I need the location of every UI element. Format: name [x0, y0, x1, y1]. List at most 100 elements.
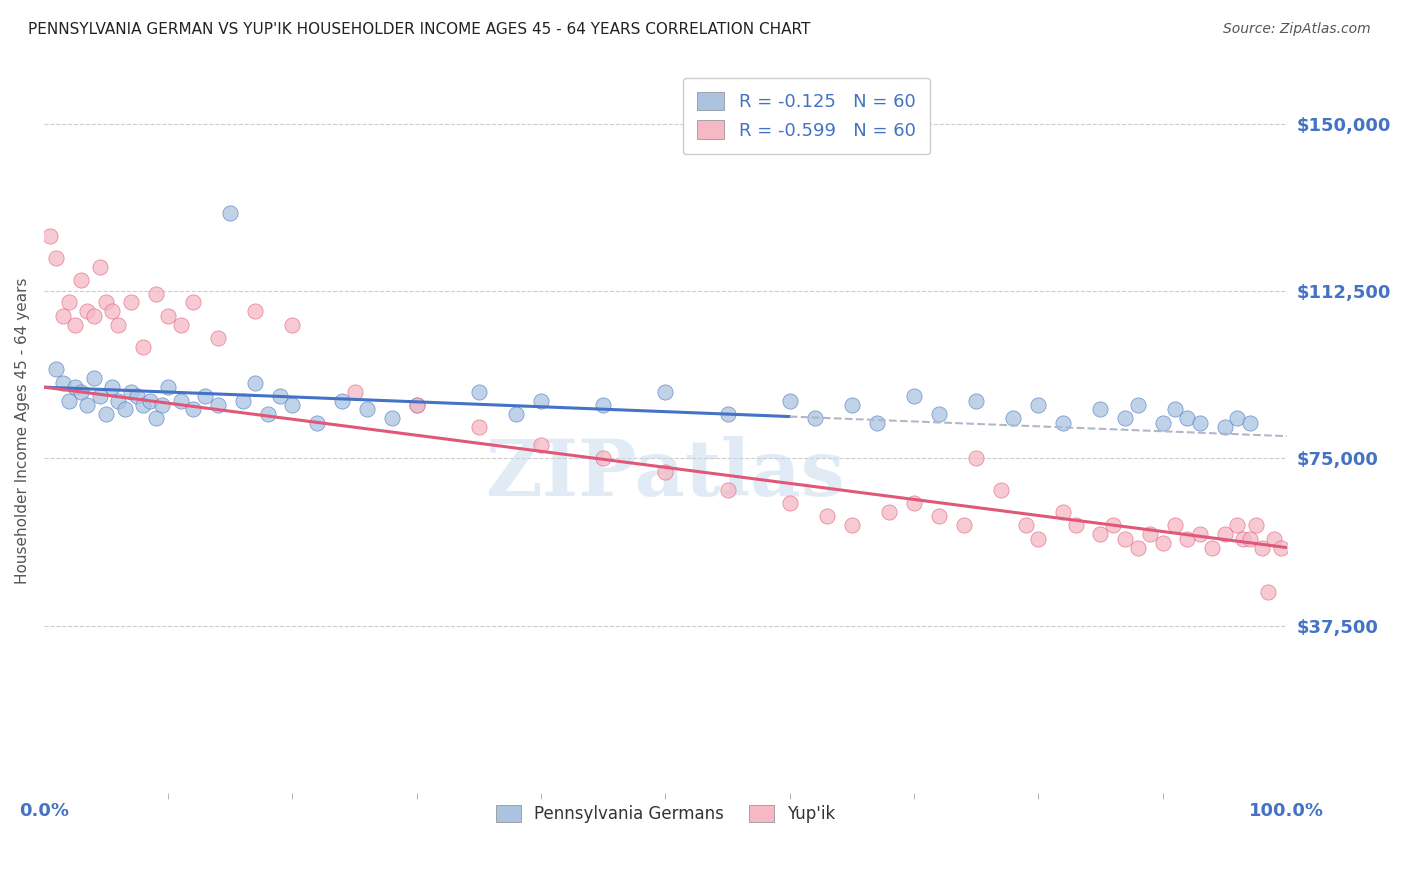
- Point: [1126, 398, 1149, 412]
- Point: [592, 451, 614, 466]
- Point: [219, 206, 242, 220]
- Point: [281, 318, 304, 332]
- Point: [1257, 585, 1279, 599]
- Point: [1270, 541, 1292, 555]
- Point: [654, 465, 676, 479]
- Point: [232, 393, 254, 408]
- Point: [94, 407, 117, 421]
- Point: [181, 295, 204, 310]
- Point: [39, 228, 62, 243]
- Text: ZIPatlas: ZIPatlas: [485, 436, 845, 512]
- Point: [94, 295, 117, 310]
- Point: [405, 398, 427, 412]
- Point: [928, 509, 950, 524]
- Point: [1164, 402, 1187, 417]
- Point: [45, 251, 67, 265]
- Point: [58, 295, 80, 310]
- Point: [803, 411, 825, 425]
- Point: [1213, 420, 1236, 434]
- Point: [150, 398, 173, 412]
- Point: [965, 393, 987, 408]
- Point: [63, 318, 86, 332]
- Point: [181, 402, 204, 417]
- Point: [903, 496, 925, 510]
- Point: [76, 304, 98, 318]
- Point: [654, 384, 676, 399]
- Point: [70, 384, 93, 399]
- Point: [779, 496, 801, 510]
- Point: [245, 304, 267, 318]
- Point: [1002, 411, 1025, 425]
- Point: [1152, 416, 1174, 430]
- Point: [1102, 518, 1125, 533]
- Point: [120, 384, 142, 399]
- Point: [1139, 527, 1161, 541]
- Point: [138, 393, 160, 408]
- Point: [1052, 416, 1074, 430]
- Point: [356, 402, 378, 417]
- Point: [468, 384, 491, 399]
- Point: [1064, 518, 1087, 533]
- Point: [1244, 518, 1267, 533]
- Point: [58, 393, 80, 408]
- Point: [928, 407, 950, 421]
- Point: [468, 420, 491, 434]
- Point: [779, 393, 801, 408]
- Point: [343, 384, 366, 399]
- Point: [530, 438, 553, 452]
- Point: [114, 402, 136, 417]
- Point: [1015, 518, 1038, 533]
- Point: [1213, 527, 1236, 541]
- Point: [256, 407, 278, 421]
- Point: [877, 505, 900, 519]
- Point: [194, 389, 217, 403]
- Point: [1164, 518, 1187, 533]
- Point: [1188, 416, 1211, 430]
- Point: [330, 393, 353, 408]
- Point: [70, 273, 93, 287]
- Point: [269, 389, 291, 403]
- Point: [841, 518, 863, 533]
- Point: [145, 411, 167, 425]
- Point: [169, 393, 191, 408]
- Point: [127, 389, 149, 403]
- Point: [132, 340, 155, 354]
- Point: [120, 295, 142, 310]
- Point: [903, 389, 925, 403]
- Point: [157, 380, 180, 394]
- Point: [307, 416, 329, 430]
- Point: [1239, 416, 1261, 430]
- Y-axis label: Householder Income Ages 45 - 64 years: Householder Income Ages 45 - 64 years: [15, 277, 30, 584]
- Point: [841, 398, 863, 412]
- Point: [107, 393, 129, 408]
- Point: [51, 309, 73, 323]
- Point: [1201, 541, 1223, 555]
- Point: [1232, 532, 1254, 546]
- Point: [1152, 536, 1174, 550]
- Point: [866, 416, 889, 430]
- Point: [1263, 532, 1285, 546]
- Point: [1052, 505, 1074, 519]
- Point: [83, 371, 105, 385]
- Point: [1114, 411, 1136, 425]
- Point: [716, 407, 738, 421]
- Point: [89, 260, 111, 274]
- Point: [101, 380, 124, 394]
- Point: [207, 331, 229, 345]
- Point: [1188, 527, 1211, 541]
- Point: [1114, 532, 1136, 546]
- Point: [815, 509, 838, 524]
- Point: [952, 518, 974, 533]
- Point: [76, 398, 98, 412]
- Point: [990, 483, 1012, 497]
- Point: [157, 309, 180, 323]
- Point: [1126, 541, 1149, 555]
- Text: PENNSYLVANIA GERMAN VS YUP'IK HOUSEHOLDER INCOME AGES 45 - 64 YEARS CORRELATION : PENNSYLVANIA GERMAN VS YUP'IK HOUSEHOLDE…: [28, 22, 810, 37]
- Point: [1239, 532, 1261, 546]
- Point: [1090, 527, 1112, 541]
- Point: [107, 318, 129, 332]
- Point: [51, 376, 73, 390]
- Point: [1177, 411, 1199, 425]
- Point: [169, 318, 191, 332]
- Point: [207, 398, 229, 412]
